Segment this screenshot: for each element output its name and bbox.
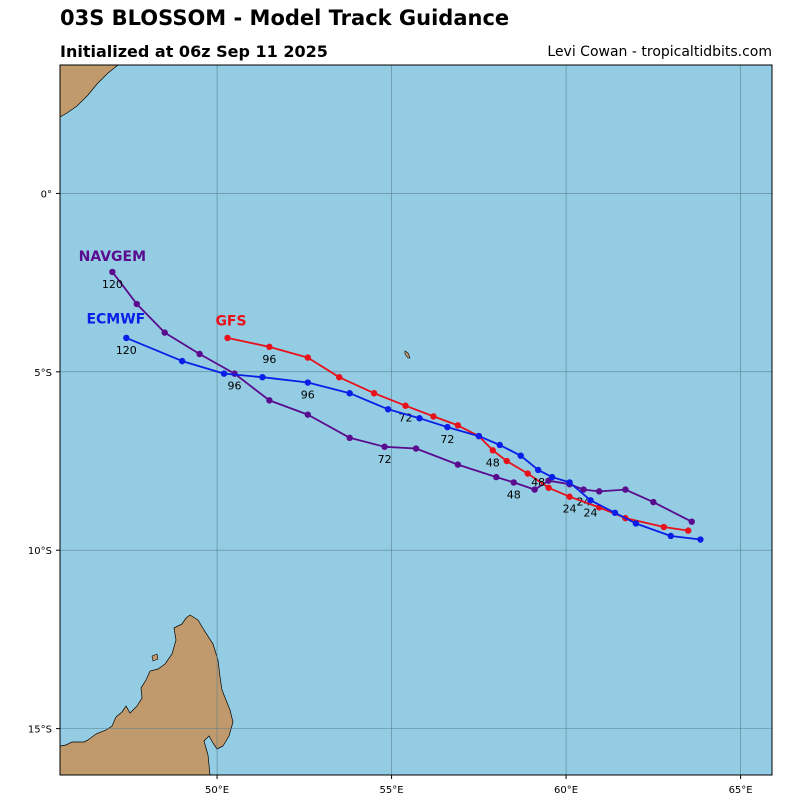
track-point-gfs <box>266 343 273 351</box>
axis-ticks: 50°E 55°E 60°E 65°E 0° 5°S 10°S 15°S <box>28 189 753 796</box>
forecast-hour-label-navgem: 48 <box>507 488 521 501</box>
track-point-ecmwf <box>548 473 556 481</box>
forecast-hour-label-ecmwf: 48 <box>531 476 545 489</box>
track-point-navgem <box>109 268 116 276</box>
track-point-ecmwf <box>697 536 704 543</box>
track-point-navgem <box>412 445 420 452</box>
track-line-ecmwf <box>125 337 701 541</box>
track-point-gfs <box>402 402 409 409</box>
track-point-ecmwf <box>384 406 392 413</box>
track-point-ecmwf <box>534 466 542 474</box>
track-point-ecmwf <box>566 479 573 486</box>
forecast-hour-label-gfs: 24 <box>563 503 577 516</box>
forecast-hour-label-ecmwf: 120 <box>116 344 137 357</box>
track-point-gfs <box>660 523 668 531</box>
model-name-ecmwf: ECMWF <box>86 312 145 328</box>
track-point-ecmwf <box>587 497 594 504</box>
track-point-ecmwf <box>496 441 503 449</box>
track-point-gfs <box>685 527 692 534</box>
tick-label-lon: 50°E <box>205 785 229 796</box>
track-point-navgem <box>161 329 168 336</box>
track-point-navgem <box>580 486 587 493</box>
track-point-gfs <box>454 422 462 429</box>
track-point-gfs <box>224 334 231 342</box>
track-point-ecmwf <box>632 520 640 527</box>
track-point-gfs <box>370 390 378 397</box>
track-point-navgem <box>133 300 140 308</box>
tick-label-lat: 15°S <box>28 725 52 736</box>
tick-label-lat: 10°S <box>28 546 52 557</box>
track-point-ecmwf <box>416 415 423 422</box>
tick-label-lon: 65°E <box>729 785 753 796</box>
islet-mainland-coast <box>151 653 159 662</box>
track-point-ecmwf <box>259 373 266 381</box>
lat-lon-grid <box>60 65 772 775</box>
track-point-navgem <box>531 486 538 493</box>
track-ecmwf: 24 48 72 96 120 <box>116 334 704 543</box>
track-line-gfs <box>227 337 689 532</box>
track-gfs: 24 48 72 96 <box>224 334 692 534</box>
track-point-navgem <box>596 488 603 495</box>
forecast-hour-label-ecmwf: 24 <box>584 506 598 519</box>
model-name-labels: NAVGEM GFS ECMWF <box>79 249 247 329</box>
model-name-navgem: NAVGEM <box>79 249 146 265</box>
forecast-hour-label-ecmwf: 96 <box>301 389 315 402</box>
track-point-navgem <box>346 434 353 442</box>
model-name-gfs: GFS <box>215 313 246 329</box>
track-point-ecmwf <box>346 390 353 397</box>
tick-label-lat: 0° <box>41 189 52 200</box>
track-point-navgem <box>622 486 629 493</box>
land-africa <box>60 65 119 118</box>
track-point-gfs <box>304 354 312 361</box>
track-point-ecmwf <box>444 423 451 431</box>
track-point-ecmwf <box>178 357 186 365</box>
plot-frame <box>59 64 773 776</box>
map-subtitle: Initialized at 06z Sep 11 2025 <box>60 42 328 61</box>
track-point-ecmwf <box>611 509 619 516</box>
land-madagascar <box>60 614 234 775</box>
tick-label-lon: 55°E <box>380 785 404 796</box>
track-point-gfs <box>566 493 573 500</box>
forecast-hour-label-navgem: 120 <box>102 278 123 291</box>
track-point-ecmwf <box>667 532 674 540</box>
track-point-navgem <box>304 411 312 418</box>
track-point-gfs <box>430 413 437 420</box>
tick-label-lat: 5°S <box>34 368 52 379</box>
track-point-gfs <box>524 470 531 477</box>
track-point-gfs <box>545 484 552 491</box>
track-point-ecmwf <box>220 370 228 377</box>
forecast-hour-label-gfs: 96 <box>262 353 276 366</box>
track-point-gfs <box>336 373 343 381</box>
track-point-ecmwf <box>517 452 524 459</box>
track-point-navgem <box>266 397 273 404</box>
forecast-hour-label-navgem: 96 <box>228 380 242 393</box>
track-point-navgem <box>196 350 203 358</box>
map-title: 03S BLOSSOM - Model Track Guidance <box>60 6 510 30</box>
track-point-navgem <box>493 473 500 481</box>
track-point-navgem <box>454 461 462 468</box>
tick-label-lon: 60°E <box>554 785 578 796</box>
forecast-hour-label-navgem: 72 <box>378 453 392 466</box>
map-credit: Levi Cowan - tropicaltidbits.com <box>547 44 772 60</box>
track-point-navgem <box>650 498 657 506</box>
track-point-ecmwf <box>123 334 130 342</box>
track-point-gfs <box>489 447 496 454</box>
forecast-hour-label-ecmwf: 72 <box>440 433 454 446</box>
track-point-navgem <box>510 479 517 486</box>
track-point-ecmwf <box>304 379 312 386</box>
track-point-navgem <box>688 518 695 525</box>
islet-seychelles <box>404 350 411 359</box>
forecast-hour-label-gfs: 48 <box>486 456 500 469</box>
track-navgem: 24 48 72 96 120 <box>102 268 695 525</box>
track-point-ecmwf <box>475 432 483 440</box>
track-point-navgem <box>381 443 388 450</box>
track-point-gfs <box>503 457 510 465</box>
